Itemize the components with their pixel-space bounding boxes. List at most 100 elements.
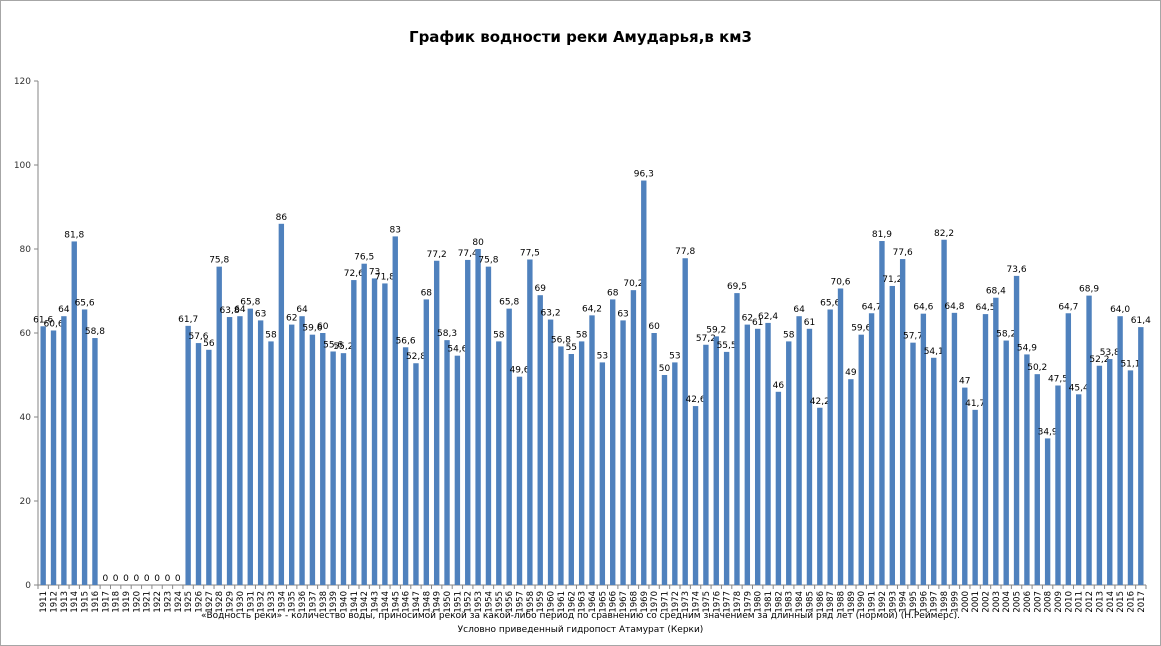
bar xyxy=(931,357,937,585)
x-tick-label: 1947 xyxy=(412,591,422,613)
x-tick-label: 2012 xyxy=(1085,591,1095,613)
bar xyxy=(910,342,916,585)
bar xyxy=(723,351,730,585)
x-tick-label: 1948 xyxy=(422,591,432,613)
x-tick-label: 1913 xyxy=(60,591,70,613)
data-label: 55,5 xyxy=(717,341,737,351)
bar xyxy=(734,293,740,585)
bar xyxy=(754,328,761,585)
bar xyxy=(599,362,606,585)
bar xyxy=(920,313,927,585)
y-tick-label: 120 xyxy=(14,77,31,87)
bar xyxy=(413,363,419,585)
x-tick-label: 1994 xyxy=(899,591,909,613)
x-tick-label: 1974 xyxy=(692,591,702,613)
bar xyxy=(868,313,875,585)
x-tick-label: 1953 xyxy=(474,591,484,613)
bar xyxy=(786,341,792,585)
bar xyxy=(972,409,978,585)
bar xyxy=(641,180,647,586)
data-label: 65,6 xyxy=(75,298,95,308)
data-label: 63,8 xyxy=(220,306,240,316)
bar xyxy=(289,324,295,585)
x-tick-label: 1926 xyxy=(195,591,205,613)
x-tick-label: 1955 xyxy=(495,591,505,613)
bar xyxy=(50,330,57,585)
x-tick-label: 1911 xyxy=(39,591,49,613)
x-tick-label: 1919 xyxy=(122,591,132,613)
x-tick-label: 1970 xyxy=(650,591,660,613)
bar xyxy=(744,324,751,585)
data-label: 77,6 xyxy=(893,248,913,258)
x-tick-label: 1949 xyxy=(433,591,443,613)
bar xyxy=(879,241,885,585)
data-label: 0 xyxy=(123,574,129,584)
bar xyxy=(558,346,564,585)
x-tick-label: 1991 xyxy=(868,591,878,613)
x-tick-label: 1977 xyxy=(723,591,733,613)
bar xyxy=(485,266,492,585)
x-tick-label: 2010 xyxy=(1064,591,1074,613)
x-tick-label: 1976 xyxy=(712,591,722,613)
data-label: 77,4 xyxy=(458,249,478,259)
x-tick-label: 1927 xyxy=(205,591,215,613)
bar xyxy=(630,290,637,585)
data-label: 71,2 xyxy=(882,275,902,285)
x-tick-label: 1917 xyxy=(101,591,111,613)
x-tick-label: 1979 xyxy=(743,591,753,613)
bar xyxy=(433,260,440,585)
bar xyxy=(351,280,357,585)
x-tick-label: 1956 xyxy=(505,591,515,613)
x-tick-label: 1937 xyxy=(308,591,318,613)
bar xyxy=(962,387,968,585)
data-label: 57,7 xyxy=(903,332,923,342)
data-label: 54,1 xyxy=(924,347,944,357)
data-label: 75,8 xyxy=(209,256,229,266)
bar xyxy=(1024,354,1030,585)
data-label: 82,2 xyxy=(934,229,954,239)
data-label: 64 xyxy=(793,305,805,315)
x-tick-label: 1969 xyxy=(640,591,650,613)
bar xyxy=(454,355,461,585)
chart-title: График водности реки Амударья,в км3 xyxy=(409,28,752,46)
bar xyxy=(247,308,253,585)
data-label: 63 xyxy=(255,309,266,319)
data-label: 73 xyxy=(369,267,380,277)
bar xyxy=(237,316,243,585)
data-label: 52,2 xyxy=(1089,355,1109,365)
data-label: 60 xyxy=(317,322,329,332)
data-label: 68 xyxy=(421,288,433,298)
x-tick-label: 1980 xyxy=(754,591,764,613)
bar xyxy=(610,299,616,585)
data-label: 54,6 xyxy=(447,345,467,355)
data-label: 61,7 xyxy=(178,315,198,325)
x-tick-label: 1986 xyxy=(816,591,826,613)
bar xyxy=(578,341,585,585)
data-label: 58 xyxy=(576,330,588,340)
y-tick-label: 100 xyxy=(14,161,31,171)
x-tick-label: 2017 xyxy=(1137,591,1147,613)
data-label: 64,2 xyxy=(582,304,602,314)
x-tick-label: 2013 xyxy=(1095,591,1105,613)
x-tick-label: 1961 xyxy=(557,591,567,613)
x-tick-label: 1964 xyxy=(588,591,598,613)
x-tick-label: 2014 xyxy=(1106,591,1116,613)
x-tick-label: 1938 xyxy=(319,591,329,613)
bar xyxy=(527,259,533,585)
x-tick-label: 1936 xyxy=(298,591,308,613)
x-tick-label: 1944 xyxy=(381,591,391,613)
x-tick-label: 1983 xyxy=(785,591,795,613)
data-label: 61,4 xyxy=(1131,316,1151,326)
data-label: 41,7 xyxy=(965,399,985,409)
data-label: 58,2 xyxy=(996,330,1016,340)
x-tick-label: 1952 xyxy=(464,591,474,613)
x-tick-label: 1960 xyxy=(547,591,557,613)
x-tick-label: 1943 xyxy=(371,591,381,613)
x-tick-label: 1998 xyxy=(940,591,950,613)
x-tick-label: 2006 xyxy=(1023,591,1033,613)
data-label: 56,8 xyxy=(551,335,571,345)
data-label: 47 xyxy=(959,377,970,387)
data-label: 58,3 xyxy=(437,329,457,339)
data-label: 70,6 xyxy=(830,277,850,287)
